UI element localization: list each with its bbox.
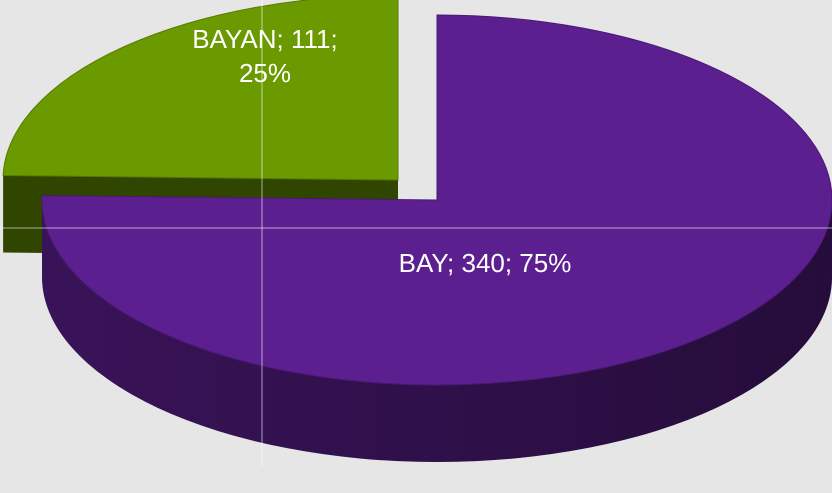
data-label: BAY; 340; 75% bbox=[398, 248, 572, 278]
pie-slice bbox=[2, 0, 399, 181]
slice-side-shade bbox=[42, 200, 832, 462]
data-label: BAYAN; 111; 25% bbox=[192, 24, 338, 88]
pie-slice bbox=[41, 14, 832, 386]
